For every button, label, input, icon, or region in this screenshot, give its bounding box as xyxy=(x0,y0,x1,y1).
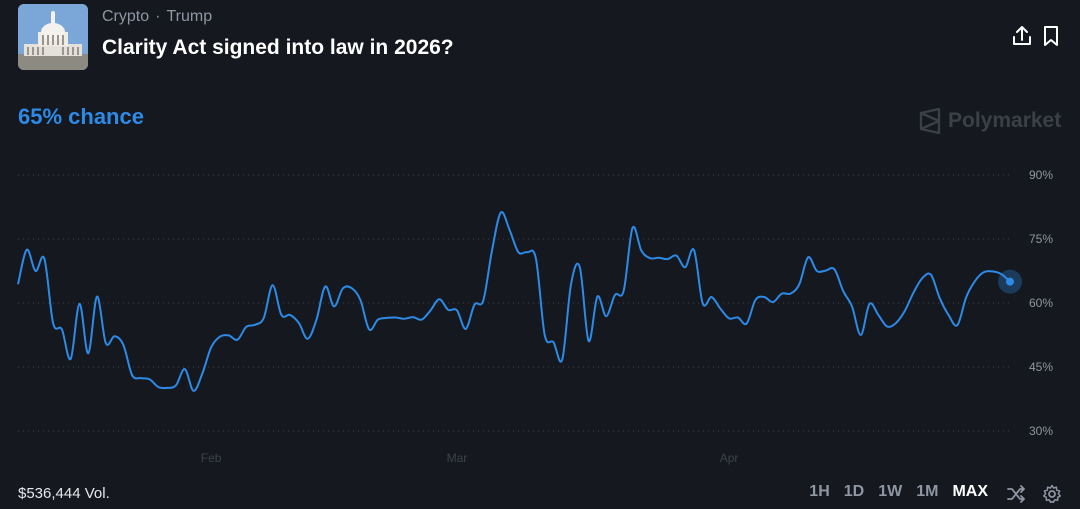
range-button-max[interactable]: MAX xyxy=(952,483,988,500)
bookmark-button[interactable] xyxy=(1040,24,1062,48)
breadcrumb: Crypto · Trump xyxy=(102,8,212,26)
breadcrumb-separator: · xyxy=(155,8,161,25)
brand-name: Polymarket xyxy=(948,109,1062,132)
breadcrumb-category[interactable]: Crypto xyxy=(102,8,150,25)
breadcrumb-subcategory[interactable]: Trump xyxy=(166,8,213,25)
range-button-1m[interactable]: 1M xyxy=(916,483,939,500)
chart-series-line xyxy=(17,211,1011,392)
market-thumbnail xyxy=(18,4,88,70)
y-tick-label: 45% xyxy=(1029,360,1053,374)
y-tick-label: 30% xyxy=(1029,424,1053,438)
y-tick-label: 90% xyxy=(1029,168,1053,182)
polymarket-logo-icon xyxy=(919,108,941,134)
x-tick-label: Mar xyxy=(447,451,468,465)
range-button-1h[interactable]: 1H xyxy=(809,483,830,500)
bookmark-icon xyxy=(1044,26,1058,46)
range-button-1w[interactable]: 1W xyxy=(878,483,903,500)
current-point-marker xyxy=(1006,277,1014,286)
time-range-selector: 1H 1D 1W 1M MAX xyxy=(809,483,988,501)
brand-watermark: Polymarket xyxy=(918,108,1061,134)
range-button-1d[interactable]: 1D xyxy=(843,483,865,500)
price-chart[interactable]: Feb Mar Apr 90% 75% 60% 45% 30% xyxy=(0,150,1080,470)
gear-icon xyxy=(1042,484,1062,504)
share-icon xyxy=(1013,26,1031,45)
market-title: Clarity Act signed into law in 2026? xyxy=(102,36,454,59)
y-tick-label: 75% xyxy=(1029,232,1053,246)
y-tick-label: 60% xyxy=(1029,296,1053,310)
x-tick-label: Apr xyxy=(720,451,739,465)
volume-label: $536,444 Vol. xyxy=(18,485,110,502)
settings-button[interactable] xyxy=(1042,484,1062,504)
x-tick-label: Feb xyxy=(201,451,222,465)
chance-label: 65% chance xyxy=(18,104,144,129)
shuffle-button[interactable] xyxy=(1006,484,1026,504)
capitol-building-icon xyxy=(18,4,88,70)
share-button[interactable] xyxy=(1011,24,1033,48)
shuffle-icon xyxy=(1007,485,1025,503)
